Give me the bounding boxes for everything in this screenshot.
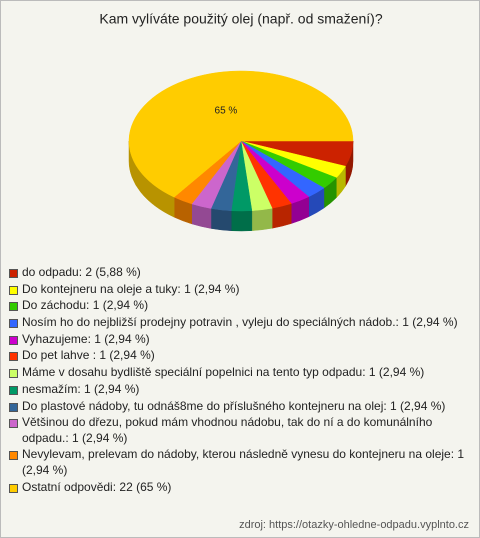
slice-side [231, 210, 253, 232]
legend-swatch [9, 385, 18, 395]
legend-label: do odpadu: 2 (5,88 %) [22, 265, 141, 279]
legend-swatch [9, 285, 18, 295]
legend-label: Ostatní odpovědi: 22 (65 %) [22, 479, 172, 494]
slice-side [210, 208, 232, 231]
legend-label: nesmažím: 1 (2,94 %) [22, 381, 140, 396]
chart-title: Kam vylíváte použitý olej (např. od smaž… [99, 11, 382, 27]
legend-item: do odpadu: 2 (5,88 %) [9, 265, 471, 281]
legend-item: Do kontejneru na oleje a tuky: 1 (2,94 %… [9, 282, 471, 298]
source: zdroj: https://otazky-ohledne-odpadu.vyp… [239, 519, 469, 531]
legend-swatch [9, 369, 18, 379]
legend-swatch [9, 419, 18, 429]
legend-label: Do pet lahve : 1 (2,94 %) [22, 348, 155, 363]
legend-label: Máme v dosahu bydliště speciální popelni… [22, 365, 425, 380]
legend-item: Nosím ho do nejbližší prodejny potravin … [9, 315, 471, 331]
legend-swatch [9, 483, 18, 493]
legend-label: Nosím ho do nejbližší prodejny potravin … [22, 315, 458, 330]
legend-item: nesmažím: 1 (2,94 %) [9, 382, 471, 398]
legend-label: Většinou do dřezu, pokud mám vhodnou nád… [22, 415, 433, 445]
legend-label: Do plastové nádoby, tu odnáš8me do přísl… [22, 398, 446, 413]
legend-label: Vyhazujeme: 1 (2,94 %) [22, 331, 150, 346]
legend-swatch [9, 335, 18, 345]
legend-item: Vyhazujeme: 1 (2,94 %) [9, 332, 471, 348]
legend-label: Do záchodu: 1 (2,94 %) [22, 298, 149, 313]
legend-item: Do plastové nádoby, tu odnáš8me do přísl… [9, 399, 471, 415]
legend-label: Do kontejneru na oleje a tuky: 1 (2,94 %… [22, 281, 240, 296]
data-label: 65 % [215, 106, 238, 117]
legend: do odpadu: 2 (5,88 %) Do kontejneru na ol… [9, 265, 471, 496]
legend-swatch [9, 319, 18, 329]
legend-item: Do pet lahve : 1 (2,94 %) [9, 348, 471, 364]
legend-item: Většinou do dřezu, pokud mám vhodnou nád… [9, 415, 471, 446]
legend-swatch [9, 302, 18, 312]
legend-item: Nevylevam, prelevam do nádoby, kterou ná… [9, 447, 471, 478]
legend-swatch [9, 402, 18, 412]
legend-item: Ostatní odpovědi: 22 (65 %) [9, 480, 471, 496]
legend-swatch [9, 352, 18, 362]
slice-side [251, 207, 273, 231]
legend-swatch [9, 451, 18, 461]
legend-label: Nevylevam, prelevam do nádoby, kterou ná… [22, 447, 465, 477]
slice [128, 70, 354, 198]
legend-swatch [9, 269, 18, 278]
pie-area: Kam vylíváte použitý olej (např. od smaž… [99, 11, 383, 232]
legend-item: Do záchodu: 1 (2,94 %) [9, 298, 471, 314]
legend-item: Máme v dosahu bydliště speciální popelni… [9, 365, 471, 381]
